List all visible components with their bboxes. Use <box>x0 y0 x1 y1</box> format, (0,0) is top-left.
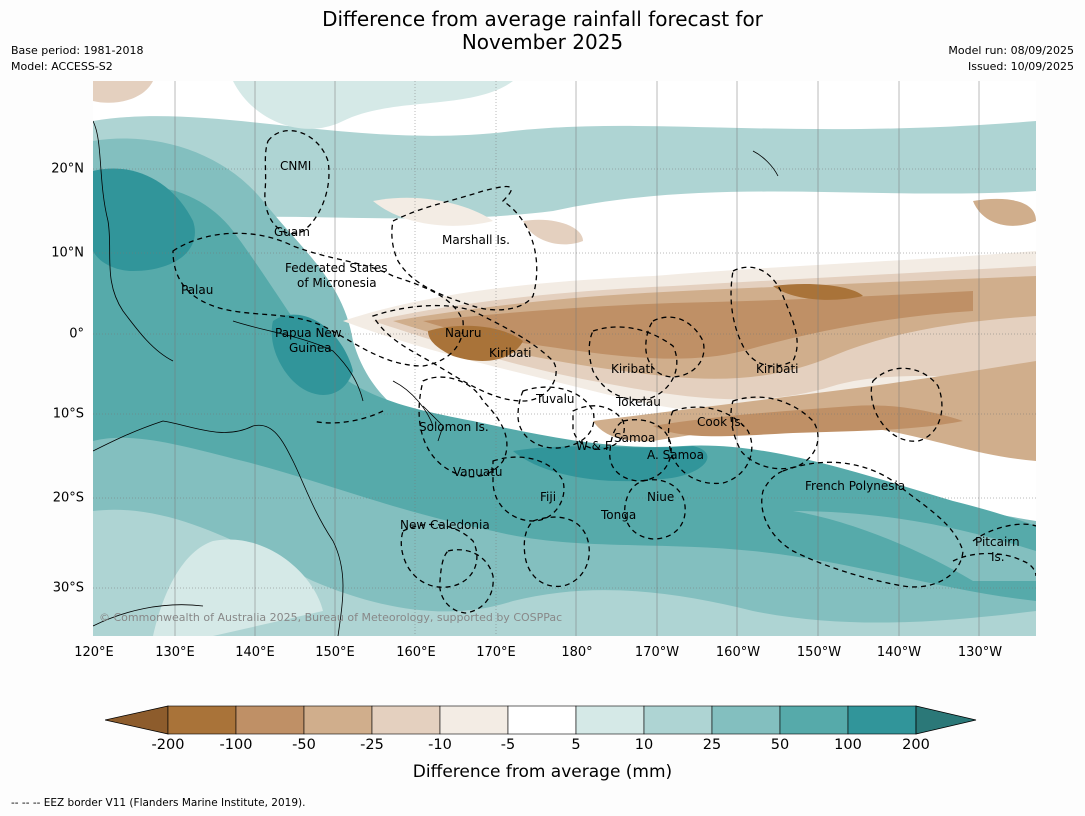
lon-label: 180° <box>561 645 593 660</box>
colorbar-tick-label: 25 <box>702 737 722 753</box>
lat-label: 20°S <box>52 490 84 506</box>
colorbar-extend-high <box>915 705 977 735</box>
colorbar-swatch <box>303 705 373 735</box>
label-new-caledonia: New Caledonia <box>400 518 490 532</box>
lat-label: 0° <box>69 326 84 342</box>
meta-left: Base period: 1981-2018 Model: ACCESS-S2 <box>11 43 143 75</box>
eez-borders <box>172 130 1036 614</box>
lon-label: 140°W <box>876 645 922 660</box>
label-png-1: Papua New <box>275 326 342 340</box>
label-pitcairn-1: Pitcairn <box>975 535 1020 549</box>
label-fsm-2: of Micronesia <box>297 276 377 290</box>
map-title: Difference from average rainfall forecas… <box>0 8 1085 54</box>
issued-date: Issued: 10/09/2025 <box>967 60 1074 73</box>
lon-label: 150°W <box>796 645 842 660</box>
lon-label: 170°W <box>634 645 680 660</box>
label-marshall: Marshall Is. <box>442 233 510 247</box>
colorbar-swatch <box>643 705 713 735</box>
lon-label: 170°E <box>476 645 516 660</box>
label-nauru: Nauru <box>445 326 481 340</box>
lon-label: 130°W <box>957 645 1003 660</box>
graticule <box>93 81 1036 636</box>
eez-footnote: -- -- -- EEZ border V11 (Flanders Marine… <box>11 797 306 809</box>
rainfall-contours <box>93 81 1036 636</box>
label-wf: W & F <box>576 439 612 453</box>
label-french-polynesia: French Polynesia <box>805 479 905 493</box>
copyright-notice: © Commonwealth of Australia 2025, Bureau… <box>99 611 562 624</box>
lat-label: 10°S <box>52 406 84 422</box>
lon-label: 160°W <box>715 645 761 660</box>
lat-label: 20°N <box>51 161 84 177</box>
colorbar-tick-label: -200 <box>151 737 185 753</box>
label-niue: Niue <box>647 490 674 504</box>
lat-label: 10°N <box>51 245 84 261</box>
colorbar-tick-label: -25 <box>360 737 384 753</box>
lat-label: 30°S <box>52 580 84 596</box>
colorbar-swatch <box>439 705 509 735</box>
colorbar-tick-label: 100 <box>834 737 862 753</box>
label-guam: Guam <box>274 225 310 239</box>
label-tokelau: Tokelau <box>615 395 661 409</box>
label-cook: Cook Is. <box>697 415 744 429</box>
colorbar-swatch <box>575 705 645 735</box>
lon-label: 140°E <box>235 645 275 660</box>
base-period: Base period: 1981-2018 <box>11 44 144 57</box>
colorbar-tick-label: -5 <box>500 737 516 753</box>
label-pitcairn-2: Is. <box>991 550 1005 564</box>
colorbar-tick-label: -10 <box>428 737 452 753</box>
title-line-1: Difference from average rainfall forecas… <box>322 7 763 31</box>
label-cnmi: CNMI <box>280 159 311 173</box>
label-vanuatu: Vanuatu <box>453 465 503 479</box>
label-kiribati-central: Kiribati <box>611 362 653 376</box>
title-line-2: November 2025 <box>461 30 624 54</box>
label-solomon: Solomon Is. <box>419 420 489 434</box>
model-name: Model: ACCESS-S2 <box>11 60 113 73</box>
colorbar-tick-label: -100 <box>219 737 253 753</box>
colorbar-extend-low <box>105 705 169 735</box>
label-fsm-1: Federated States <box>285 261 387 275</box>
lon-label: 120°E <box>74 645 114 660</box>
colorbar-swatch <box>779 705 849 735</box>
label-samoa: Samoa <box>614 431 655 445</box>
label-fiji: Fiji <box>540 490 556 504</box>
label-kiribati-west: Kiribati <box>489 346 531 360</box>
colorbar-swatch <box>847 705 917 735</box>
label-kiribati-east: Kiribati <box>756 362 798 376</box>
colorbar-tick-label: 5 <box>571 737 581 753</box>
label-png-2: Guinea <box>289 341 332 355</box>
coastlines <box>93 120 779 636</box>
rainfall-map: CNMI Guam Marshall Is. Federated States … <box>93 81 1036 636</box>
label-palau: Palau <box>181 283 213 297</box>
colorbar-tick-label: -50 <box>292 737 316 753</box>
colorbar-tick-label: 200 <box>902 737 930 753</box>
colorbar-tick-label: 10 <box>634 737 654 753</box>
region-labels: CNMI Guam Marshall Is. Federated States … <box>181 159 1020 564</box>
label-tuvalu: Tuvalu <box>535 392 575 406</box>
colorbar-swatch <box>711 705 781 735</box>
colorbar <box>105 705 977 735</box>
colorbar-swatch <box>167 705 237 735</box>
label-tonga: Tonga <box>600 508 636 522</box>
colorbar-title: Difference from average (mm) <box>412 762 673 782</box>
colorbar-tick-label: 50 <box>770 737 790 753</box>
meta-right: Model run: 08/09/2025 Issued: 10/09/2025 <box>948 43 1074 75</box>
model-run: Model run: 08/09/2025 <box>948 44 1074 57</box>
colorbar-swatch <box>371 705 441 735</box>
lon-label: 150°E <box>315 645 355 660</box>
lon-label: 130°E <box>155 645 195 660</box>
colorbar-swatch <box>507 705 577 735</box>
label-asamoa: A. Samoa <box>647 448 704 462</box>
lon-label: 160°E <box>396 645 436 660</box>
colorbar-swatch <box>235 705 305 735</box>
